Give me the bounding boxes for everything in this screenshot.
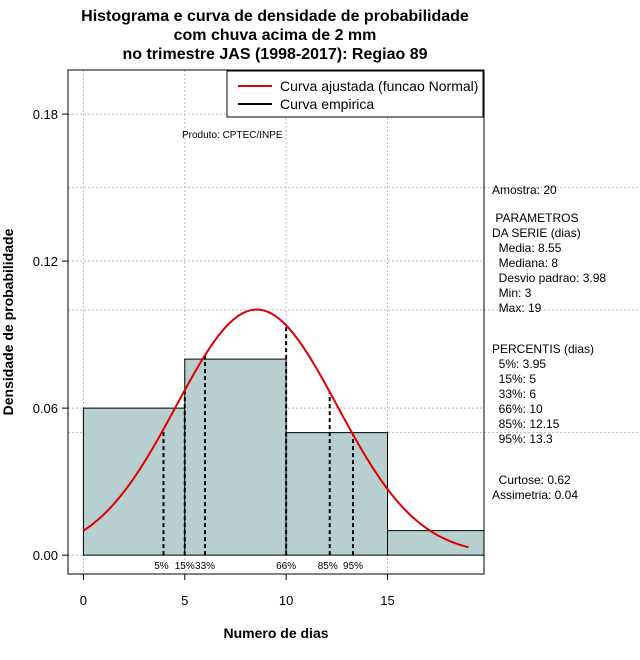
percentile-label-5: 95% bbox=[343, 561, 363, 572]
histogram-bar bbox=[184, 358, 287, 556]
histogram-bar bbox=[387, 530, 485, 556]
chart-title-line-2: com chuva acima de 2 mm bbox=[174, 27, 377, 44]
histogram-bars bbox=[82, 358, 485, 556]
param-min: Min: 3 bbox=[492, 286, 532, 300]
produto-annotation: Produto: CPTEC/INPE bbox=[182, 130, 283, 141]
x-axis-label: Numero de dias bbox=[223, 625, 328, 641]
percentile-33: 33%: 6 bbox=[492, 387, 536, 401]
percentile-5: 5%: 3.95 bbox=[492, 357, 546, 371]
y-tick-label-0: 0.00 bbox=[33, 548, 58, 563]
kurtosis: Curtose: 0.62 bbox=[492, 473, 571, 487]
sample-size: Amostra: 20 bbox=[492, 183, 557, 197]
percentile-label-3: 66% bbox=[276, 561, 296, 572]
x-tick-label-1: 5 bbox=[181, 593, 188, 608]
parameters-title-line-2: DA SERIE (dias) bbox=[492, 226, 581, 240]
x-tick-label-2: 10 bbox=[279, 593, 293, 608]
percentile-label-4: 85% bbox=[318, 561, 338, 572]
y-tick-label-1: 0.06 bbox=[33, 401, 58, 416]
x-axis: 0 5 10 15 bbox=[80, 573, 395, 608]
x-tick-label-3: 15 bbox=[380, 593, 394, 608]
legend-label-empirical: Curva empirica bbox=[280, 96, 374, 112]
percentile-lines bbox=[162, 325, 355, 556]
legend-label-fitted: Curva ajustada (funcao Normal) bbox=[280, 78, 478, 94]
y-tick-label-2: 0.12 bbox=[33, 254, 58, 269]
percentile-66: 66%: 10 bbox=[492, 402, 543, 416]
percentile-95: 95%: 13.3 bbox=[492, 432, 553, 446]
percentile-label-0: 5% bbox=[154, 561, 169, 572]
chart-title-line-1: Histograma e curva de densidade de proba… bbox=[81, 8, 469, 25]
legend-box bbox=[226, 70, 484, 118]
side-panel: Amostra: 20 PARAMETROS DA SERIE (dias) M… bbox=[492, 183, 606, 502]
histogram-bar bbox=[82, 407, 186, 556]
percentile-label-2: 33% bbox=[195, 561, 215, 572]
param-mean: Media: 8.55 bbox=[492, 241, 562, 255]
param-sd: Desvio padrao: 3.98 bbox=[492, 271, 606, 285]
param-median: Mediana: 8 bbox=[492, 256, 558, 270]
x-tick-label-0: 0 bbox=[80, 593, 87, 608]
y-tick-label-3: 0.18 bbox=[33, 107, 58, 122]
chart-title-line-3: no trimestre JAS (1998-2017): Regiao 89 bbox=[122, 46, 427, 63]
y-axis: 0.00 0.06 0.12 0.18 bbox=[33, 107, 69, 563]
percentiles-title: PERCENTIS (dias) bbox=[492, 342, 594, 356]
percentile-label-1: 15% bbox=[175, 561, 195, 572]
histogram-bar bbox=[285, 432, 389, 556]
percentile-85: 85%: 12.15 bbox=[492, 417, 560, 431]
normal-curve-line bbox=[82, 308, 469, 549]
parameters-title-line-1: PARAMETROS bbox=[492, 211, 578, 225]
percentile-15: 15%: 5 bbox=[492, 372, 536, 386]
legend: Curva ajustada (funcao Normal) Curva emp… bbox=[226, 70, 484, 118]
skewness: Assimetria: 0.04 bbox=[492, 488, 578, 502]
param-max: Max: 19 bbox=[492, 301, 542, 315]
y-axis-label: Densidade de probabilidade bbox=[0, 228, 16, 415]
percentile-labels: 5% 15% 33% 66% 85% 95% bbox=[154, 561, 363, 572]
